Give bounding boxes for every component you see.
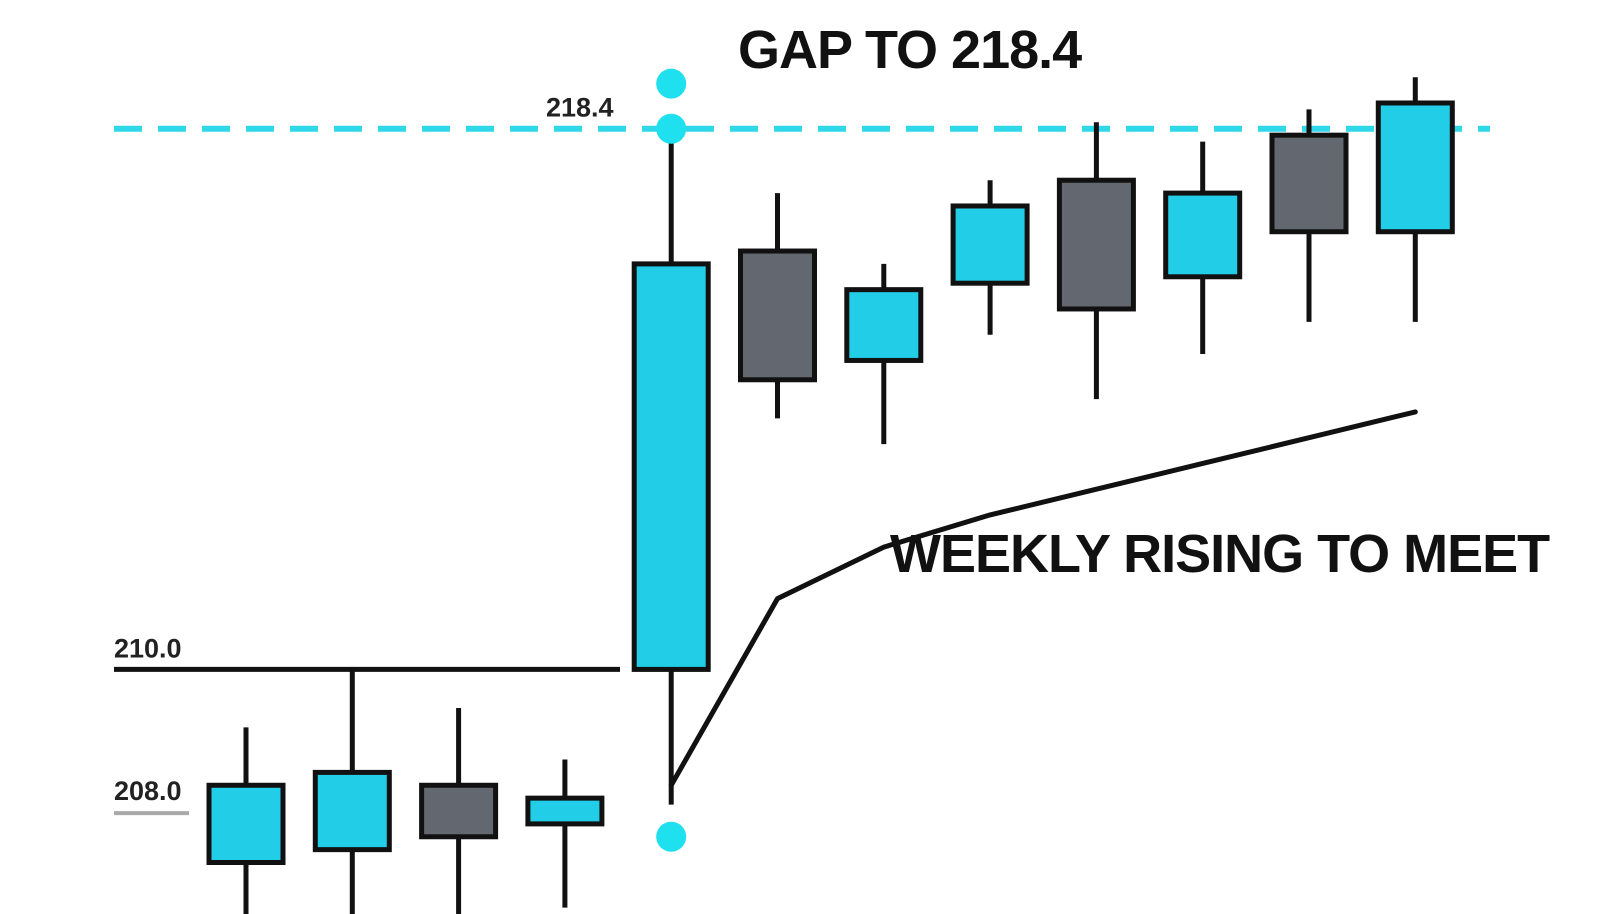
candle-5 [631, 128, 711, 805]
candle-3 [419, 708, 499, 914]
candle-body [312, 769, 392, 853]
candle-11 [1269, 109, 1349, 322]
price-marker-1 [656, 68, 687, 99]
candle-body [419, 782, 499, 840]
candle-2 [312, 669, 392, 914]
price-levels: 218.4 210.0 208.0 [114, 93, 1490, 816]
candles [206, 77, 1455, 914]
candle-body [738, 248, 817, 383]
candle-6 [738, 193, 817, 419]
markers [656, 68, 687, 852]
candle-body [844, 287, 924, 363]
candle-4 [525, 759, 605, 908]
candle-body [950, 203, 1030, 286]
price-marker-3 [656, 821, 687, 852]
candle-12 [1375, 77, 1455, 322]
candle-body [1375, 100, 1455, 235]
level-210-0-label: 210.0 [114, 633, 182, 663]
price-marker-2 [656, 113, 687, 144]
candle-1 [206, 727, 286, 914]
weekly-annotation: WEEKLY RISING TO MEET [890, 524, 1550, 584]
candle-body [1163, 190, 1243, 280]
weekly-line-layer [668, 409, 1418, 788]
candle-body [1056, 177, 1136, 312]
candle-body [206, 782, 286, 866]
candle-10 [1163, 141, 1243, 355]
weekly-moving-average-line [668, 409, 1418, 788]
candle-body [525, 795, 605, 827]
candle-body [1269, 132, 1349, 235]
candle-9 [1056, 122, 1136, 400]
level-208-0-label: 208.0 [114, 776, 182, 806]
candle-8 [950, 180, 1030, 335]
candle-7 [844, 263, 924, 445]
candle-body [631, 261, 711, 672]
level-218-4-label: 218.4 [546, 93, 614, 123]
gap-annotation: GAP TO 218.4 [738, 20, 1082, 80]
